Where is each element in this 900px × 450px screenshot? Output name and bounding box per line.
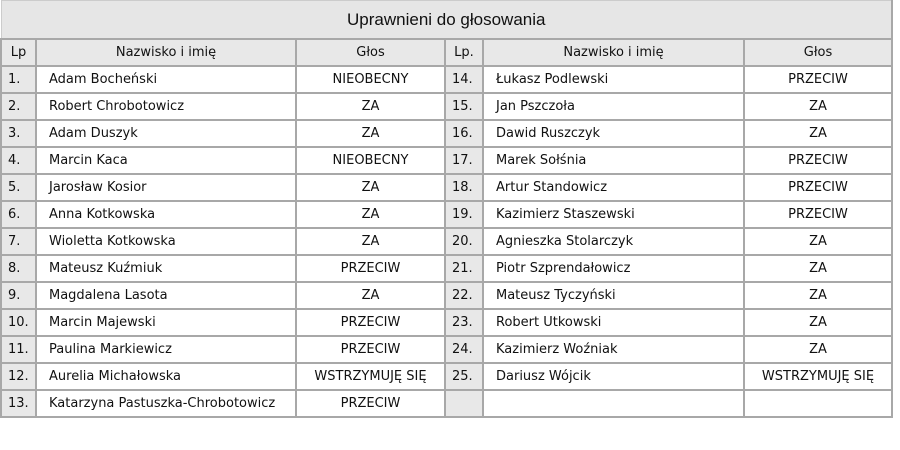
left-lp-cell: 9. [0, 281, 37, 310]
left-name-cell: Katarzyna Pastuszka-Chrobotowicz [35, 389, 297, 418]
left-lp-cell: 2. [0, 92, 37, 121]
left-lp-cell: 11. [0, 335, 37, 364]
left-name-cell: Jarosław Kosior [35, 173, 297, 202]
header-vote: Głos [295, 38, 446, 67]
left-lp-cell: 5. [0, 173, 37, 202]
table-row: 9. Magdalena Lasota ZA 22. Mateusz Tyczyński… [0, 281, 893, 310]
right-name-cell: Kazimierz Woźniak [482, 335, 745, 364]
right-vote-cell: PRZECIW [743, 173, 893, 202]
right-name-cell: Marek Sołśnia [482, 146, 745, 175]
voters-table: Uprawnieni do głosowania Lp Nazwisko i i… [0, 0, 893, 418]
left-name-cell: Marcin Kaca [35, 146, 297, 175]
left-lp-cell: 6. [0, 200, 37, 229]
left-vote-cell: NIEOBECNY [295, 146, 446, 175]
left-lp-cell: 10. [0, 308, 37, 337]
left-name-cell: Magdalena Lasota [35, 281, 297, 310]
header-lp-right: Lp. [444, 38, 484, 67]
left-vote-cell: ZA [295, 173, 446, 202]
right-vote-cell: PRZECIW [743, 65, 893, 94]
table-row: 7. Wioletta Kotkowska ZA 20. Agnieszka Stola… [0, 227, 893, 256]
right-vote-cell: ZA [743, 119, 893, 148]
right-lp-cell: 21. [444, 254, 484, 283]
left-vote-cell: ZA [295, 227, 446, 256]
right-lp-cell: 17. [444, 146, 484, 175]
header-lp: Lp [0, 38, 37, 67]
right-vote-cell: ZA [743, 281, 893, 310]
right-name-cell: Łukasz Podlewski [482, 65, 745, 94]
table-row: 12. Aurelia Michałowska WSTRZYMUJĘ SIĘ 25. D… [0, 362, 893, 391]
left-name-cell: Adam Bocheński [35, 65, 297, 94]
header-name-right: Nazwisko i imię [482, 38, 745, 67]
left-lp-cell: 12. [0, 362, 37, 391]
right-lp-cell: 25. [444, 362, 484, 391]
left-vote-cell: ZA [295, 200, 446, 229]
left-lp-cell: 1. [0, 65, 37, 94]
left-name-cell: Anna Kotkowska [35, 200, 297, 229]
left-vote-cell: ZA [295, 119, 446, 148]
right-vote-cell [743, 389, 893, 418]
right-name-cell: Piotr Szprendałowicz [482, 254, 745, 283]
left-vote-cell: ZA [295, 92, 446, 121]
right-lp-cell: 23. [444, 308, 484, 337]
right-name-cell: Robert Utkowski [482, 308, 745, 337]
right-name-cell: Dariusz Wójcik [482, 362, 745, 391]
left-lp-cell: 7. [0, 227, 37, 256]
left-vote-cell: PRZECIW [295, 389, 446, 418]
right-lp-cell: 16. [444, 119, 484, 148]
right-name-cell: Mateusz Tyczyński [482, 281, 745, 310]
right-vote-cell: ZA [743, 254, 893, 283]
left-lp-cell: 3. [0, 119, 37, 148]
left-vote-cell: PRZECIW [295, 335, 446, 364]
left-name-cell: Mateusz Kuźmiuk [35, 254, 297, 283]
table-row: 4. Marcin Kaca NIEOBECNY 17. Marek Sołśnia PR… [0, 146, 893, 175]
right-lp-cell: 24. [444, 335, 484, 364]
table-row: 6. Anna Kotkowska ZA 19. Kazimierz Staszewsk… [0, 200, 893, 229]
right-name-cell: Agnieszka Stolarczyk [482, 227, 745, 256]
right-vote-cell: PRZECIW [743, 200, 893, 229]
left-vote-cell: ZA [295, 281, 446, 310]
right-lp-cell: 20. [444, 227, 484, 256]
left-vote-cell: NIEOBECNY [295, 65, 446, 94]
table-title: Uprawnieni do głosowania [0, 0, 893, 40]
table-row: 10. Marcin Majewski PRZECIW 23. Robert Utkow… [0, 308, 893, 337]
table-row: 2. Robert Chrobotowicz ZA 15. Jan Pszczoła ZA [0, 92, 893, 121]
right-vote-cell: WSTRZYMUJĘ SIĘ [743, 362, 893, 391]
right-vote-cell: ZA [743, 227, 893, 256]
left-name-cell: Wioletta Kotkowska [35, 227, 297, 256]
right-lp-cell: 22. [444, 281, 484, 310]
left-name-cell: Aurelia Michałowska [35, 362, 297, 391]
table-row: 8. Mateusz Kuźmiuk PRZECIW 21. Piotr Szprend… [0, 254, 893, 283]
right-lp-cell: 19. [444, 200, 484, 229]
left-vote-cell: PRZECIW [295, 254, 446, 283]
table-row: 3. Adam Duszyk ZA 16. Dawid Ruszczyk ZA [0, 119, 893, 148]
left-lp-cell: 13. [0, 389, 37, 418]
right-vote-cell: ZA [743, 308, 893, 337]
right-name-cell [482, 389, 745, 418]
left-name-cell: Paulina Markiewicz [35, 335, 297, 364]
right-vote-cell: ZA [743, 92, 893, 121]
right-name-cell: Artur Standowicz [482, 173, 745, 202]
right-lp-cell: 15. [444, 92, 484, 121]
header-vote-right: Głos [743, 38, 893, 67]
left-vote-cell: WSTRZYMUJĘ SIĘ [295, 362, 446, 391]
right-vote-cell: PRZECIW [743, 146, 893, 175]
right-name-cell: Dawid Ruszczyk [482, 119, 745, 148]
table-row: 5. Jarosław Kosior ZA 18. Artur Standowicz PR… [0, 173, 893, 202]
table-row: 1. Adam Bocheński NIEOBECNY 14. Łukasz Podle… [0, 65, 893, 94]
right-name-cell: Jan Pszczoła [482, 92, 745, 121]
header-name: Nazwisko i imię [35, 38, 297, 67]
right-name-cell: Kazimierz Staszewski [482, 200, 745, 229]
left-vote-cell: PRZECIW [295, 308, 446, 337]
left-name-cell: Robert Chrobotowicz [35, 92, 297, 121]
right-lp-cell [444, 389, 484, 418]
right-lp-cell: 18. [444, 173, 484, 202]
left-name-cell: Adam Duszyk [35, 119, 297, 148]
left-lp-cell: 8. [0, 254, 37, 283]
left-lp-cell: 4. [0, 146, 37, 175]
right-vote-cell: ZA [743, 335, 893, 364]
right-lp-cell: 14. [444, 65, 484, 94]
table-row: 11. Paulina Markiewicz PRZECIW 24. Kazimierz… [0, 335, 893, 364]
left-name-cell: Marcin Majewski [35, 308, 297, 337]
table-row: 13. Katarzyna Pastuszka-Chrobotowicz PRZEC… [0, 389, 893, 418]
